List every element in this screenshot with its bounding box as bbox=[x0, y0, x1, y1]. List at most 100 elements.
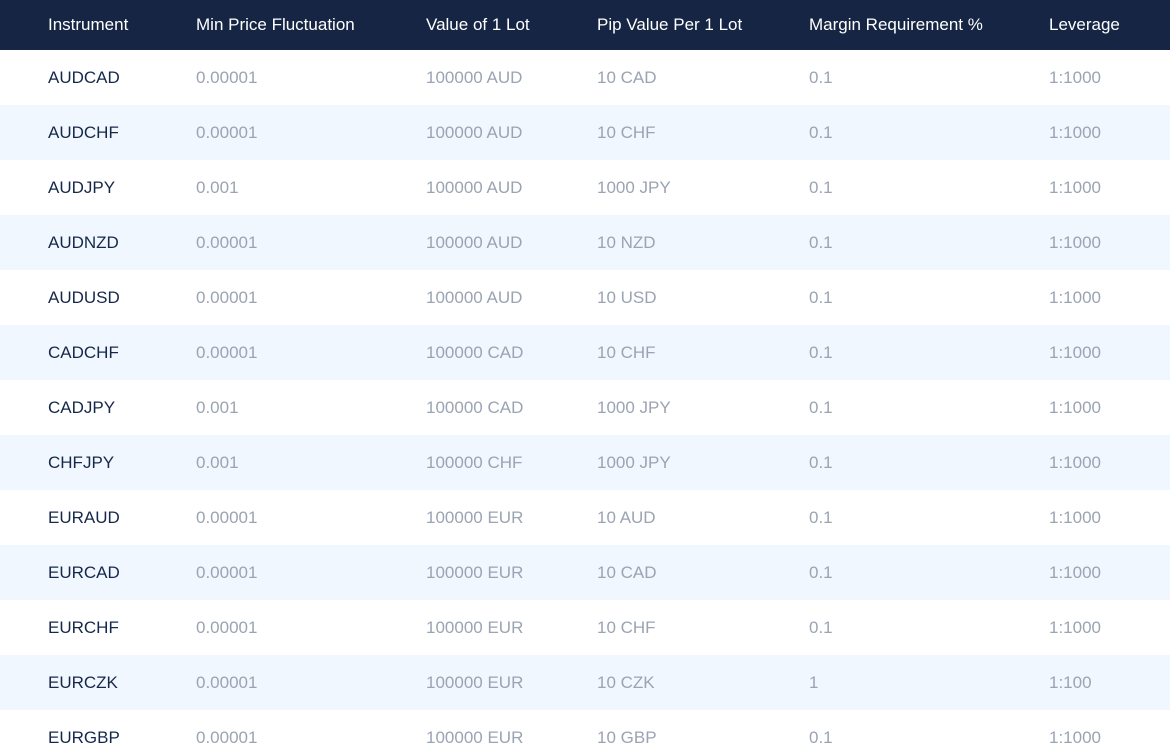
value-of-1-lot-cell: 100000 EUR bbox=[426, 507, 524, 527]
leverage-cell: 1:1000 bbox=[1049, 727, 1101, 747]
table-row: AUDJPY 0.001 100000 AUD 1000 JPY 0.1 1:1… bbox=[0, 160, 1170, 215]
pip-value-cell: 1000 JPY bbox=[597, 397, 671, 417]
min-price-fluctuation-cell: 0.00001 bbox=[196, 67, 258, 87]
pip-value-cell: 1000 JPY bbox=[597, 177, 671, 197]
table-row: AUDUSD 0.00001 100000 AUD 10 USD 0.1 1:1… bbox=[0, 270, 1170, 325]
instrument-cell: AUDCAD bbox=[48, 67, 120, 87]
instrument-cell: EURCHF bbox=[48, 617, 119, 637]
margin-requirement-cell: 0.1 bbox=[809, 562, 833, 582]
pip-value-cell: 10 USD bbox=[597, 287, 657, 307]
table-row: EURAUD 0.00001 100000 EUR 10 AUD 0.1 1:1… bbox=[0, 490, 1170, 545]
min-price-fluctuation-cell: 0.00001 bbox=[196, 122, 258, 142]
instrument-cell: AUDNZD bbox=[48, 232, 119, 252]
header-leverage: Leverage bbox=[1049, 15, 1120, 34]
value-of-1-lot-cell: 100000 AUD bbox=[426, 287, 523, 307]
instrument-cell: EURAUD bbox=[48, 507, 120, 527]
table-row: EURCZK 0.00001 100000 EUR 10 CZK 1 1:100 bbox=[0, 655, 1170, 710]
value-of-1-lot-cell: 100000 CAD bbox=[426, 397, 524, 417]
header-pip-value-per-1-lot: Pip Value Per 1 Lot bbox=[597, 15, 743, 34]
instrument-cell: EURCAD bbox=[48, 562, 120, 582]
leverage-cell: 1:1000 bbox=[1049, 507, 1101, 527]
value-of-1-lot-cell: 100000 CAD bbox=[426, 342, 524, 362]
pip-value-cell: 10 AUD bbox=[597, 507, 656, 527]
leverage-cell: 1:1000 bbox=[1049, 562, 1101, 582]
min-price-fluctuation-cell: 0.00001 bbox=[196, 232, 258, 252]
leverage-cell: 1:1000 bbox=[1049, 287, 1101, 307]
value-of-1-lot-cell: 100000 AUD bbox=[426, 122, 523, 142]
instrument-cell: EURCZK bbox=[48, 672, 118, 692]
table-row: AUDNZD 0.00001 100000 AUD 10 NZD 0.1 1:1… bbox=[0, 215, 1170, 270]
margin-requirement-cell: 0.1 bbox=[809, 67, 833, 87]
instrument-cell: CHFJPY bbox=[48, 452, 115, 472]
min-price-fluctuation-cell: 0.00001 bbox=[196, 672, 258, 692]
pip-value-cell: 10 CAD bbox=[597, 562, 657, 582]
instrument-cell: CADCHF bbox=[48, 342, 119, 362]
table-row: AUDCAD 0.00001 100000 AUD 10 CAD 0.1 1:1… bbox=[0, 50, 1170, 105]
min-price-fluctuation-cell: 0.00001 bbox=[196, 562, 258, 582]
pip-value-cell: 10 CHF bbox=[597, 617, 656, 637]
value-of-1-lot-cell: 100000 EUR bbox=[426, 672, 524, 692]
leverage-cell: 1:1000 bbox=[1049, 342, 1101, 362]
table-row: EURCAD 0.00001 100000 EUR 10 CAD 0.1 1:1… bbox=[0, 545, 1170, 600]
instrument-cell: AUDJPY bbox=[48, 177, 116, 197]
table-header: Instrument Min Price Fluctuation Value o… bbox=[0, 0, 1170, 50]
min-price-fluctuation-cell: 0.00001 bbox=[196, 617, 258, 637]
margin-requirement-cell: 0.1 bbox=[809, 177, 833, 197]
leverage-cell: 1:1000 bbox=[1049, 232, 1101, 252]
pip-value-cell: 10 CHF bbox=[597, 122, 656, 142]
margin-requirement-cell: 0.1 bbox=[809, 727, 833, 747]
table-row: CADCHF 0.00001 100000 CAD 10 CHF 0.1 1:1… bbox=[0, 325, 1170, 380]
table-row: CADJPY 0.001 100000 CAD 1000 JPY 0.1 1:1… bbox=[0, 380, 1170, 435]
margin-requirement-cell: 0.1 bbox=[809, 122, 833, 142]
min-price-fluctuation-cell: 0.00001 bbox=[196, 507, 258, 527]
leverage-cell: 1:1000 bbox=[1049, 617, 1101, 637]
min-price-fluctuation-cell: 0.001 bbox=[196, 452, 239, 472]
header-value-of-1-lot: Value of 1 Lot bbox=[426, 15, 530, 34]
table-row: AUDCHF 0.00001 100000 AUD 10 CHF 0.1 1:1… bbox=[0, 105, 1170, 160]
instrument-cell: EURGBP bbox=[48, 727, 120, 747]
header-min-price-fluctuation: Min Price Fluctuation bbox=[196, 15, 355, 34]
value-of-1-lot-cell: 100000 AUD bbox=[426, 67, 523, 87]
min-price-fluctuation-cell: 0.00001 bbox=[196, 727, 258, 747]
min-price-fluctuation-cell: 0.001 bbox=[196, 177, 239, 197]
margin-requirement-cell: 1 bbox=[809, 672, 819, 692]
leverage-cell: 1:1000 bbox=[1049, 67, 1101, 87]
value-of-1-lot-cell: 100000 AUD bbox=[426, 177, 523, 197]
pip-value-cell: 10 GBP bbox=[597, 727, 657, 747]
table-body: AUDCAD 0.00001 100000 AUD 10 CAD 0.1 1:1… bbox=[0, 50, 1170, 751]
value-of-1-lot-cell: 100000 EUR bbox=[426, 617, 524, 637]
margin-requirement-cell: 0.1 bbox=[809, 617, 833, 637]
margin-requirement-cell: 0.1 bbox=[809, 507, 833, 527]
leverage-cell: 1:1000 bbox=[1049, 397, 1101, 417]
margin-requirement-cell: 0.1 bbox=[809, 452, 833, 472]
value-of-1-lot-cell: 100000 AUD bbox=[426, 232, 523, 252]
value-of-1-lot-cell: 100000 CHF bbox=[426, 452, 523, 472]
min-price-fluctuation-cell: 0.00001 bbox=[196, 342, 258, 362]
table-row: EURCHF 0.00001 100000 EUR 10 CHF 0.1 1:1… bbox=[0, 600, 1170, 655]
leverage-cell: 1:1000 bbox=[1049, 452, 1101, 472]
header-margin-requirement: Margin Requirement % bbox=[809, 15, 983, 34]
leverage-cell: 1:1000 bbox=[1049, 122, 1101, 142]
leverage-cell: 1:100 bbox=[1049, 672, 1092, 692]
pip-value-cell: 1000 JPY bbox=[597, 452, 671, 472]
margin-requirement-cell: 0.1 bbox=[809, 287, 833, 307]
table-row: EURGBP 0.00001 100000 EUR 10 GBP 0.1 1:1… bbox=[0, 710, 1170, 751]
table-row: CHFJPY 0.001 100000 CHF 1000 JPY 0.1 1:1… bbox=[0, 435, 1170, 490]
value-of-1-lot-cell: 100000 EUR bbox=[426, 727, 524, 747]
instrument-cell: AUDCHF bbox=[48, 122, 119, 142]
min-price-fluctuation-cell: 0.00001 bbox=[196, 287, 258, 307]
pip-value-cell: 10 CAD bbox=[597, 67, 657, 87]
pip-value-cell: 10 CZK bbox=[597, 672, 655, 692]
leverage-cell: 1:1000 bbox=[1049, 177, 1101, 197]
value-of-1-lot-cell: 100000 EUR bbox=[426, 562, 524, 582]
instrument-cell: AUDUSD bbox=[48, 287, 120, 307]
margin-requirement-cell: 0.1 bbox=[809, 232, 833, 252]
pip-value-cell: 10 CHF bbox=[597, 342, 656, 362]
min-price-fluctuation-cell: 0.001 bbox=[196, 397, 239, 417]
instrument-cell: CADJPY bbox=[48, 397, 116, 417]
header-instrument: Instrument bbox=[48, 15, 129, 34]
margin-requirement-cell: 0.1 bbox=[809, 397, 833, 417]
pip-value-cell: 10 NZD bbox=[597, 232, 656, 252]
margin-requirement-cell: 0.1 bbox=[809, 342, 833, 362]
